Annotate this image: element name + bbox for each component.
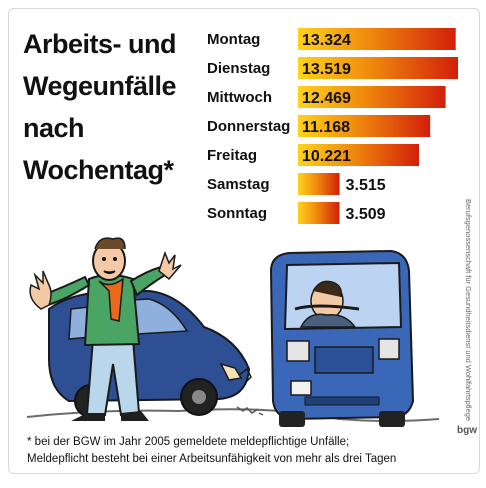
- publisher-credit: Berufsgenossenschaft für Gesundheitsdien…: [461, 199, 475, 424]
- bar-chart: Montag 13.324 Dienstag 13.519 Mittwoch 12.469…: [207, 28, 458, 224]
- bar-group: Montag 13.324 Dienstag 13.519 Mittwoch 12.469…: [207, 28, 458, 224]
- bar: [298, 173, 340, 195]
- bar: [298, 28, 456, 50]
- chart-title-line-2: Wegeunfälle: [23, 71, 177, 101]
- data-label: 3.515: [346, 177, 386, 194]
- truck-illustration: [269, 249, 415, 427]
- category-label: Freitag: [207, 147, 257, 164]
- footnote-line-1: * bei der BGW im Jahr 2005 gemeldete mel…: [27, 436, 350, 448]
- car-illustration: [48, 289, 252, 418]
- data-label: 13.324: [302, 32, 351, 49]
- data-label: 3.509: [346, 206, 386, 223]
- chart-title: Arbeits- und Wegeunfälle nach Wochentag*: [23, 23, 203, 191]
- category-label: Sonntag: [207, 205, 267, 222]
- chart-title-line-3: nach: [23, 113, 85, 143]
- category-label: Samstag: [207, 176, 270, 193]
- man-illustration: [29, 237, 182, 421]
- bar: [298, 57, 458, 79]
- bar: [298, 144, 419, 166]
- data-label: 13.519: [302, 61, 351, 78]
- footnote: * bei der BGW im Jahr 2005 gemeldete mel…: [27, 434, 447, 468]
- category-label: Mittwoch: [207, 89, 272, 106]
- accident-illustration: [26, 237, 440, 427]
- publisher-credit-text: Berufsgenossenschaft für Gesundheitsdien…: [464, 199, 473, 422]
- category-label: Dienstag: [207, 60, 270, 77]
- footnote-line-2: Meldepflicht besteht bei einer Arbeitsun…: [27, 453, 397, 465]
- bar: [298, 86, 446, 108]
- chart-title-line-4: Wochentag*: [23, 155, 174, 185]
- bar: [298, 115, 431, 137]
- data-label: 10.221: [302, 148, 351, 165]
- category-label: Montag: [207, 31, 260, 48]
- data-label: 12.469: [302, 90, 351, 107]
- category-label: Donnerstag: [207, 118, 290, 135]
- road-debris: [236, 406, 264, 416]
- infographic-frame: Arbeits- und Wegeunfälle nach Wochentag*…: [8, 8, 480, 474]
- bar: [298, 202, 340, 224]
- chart-title-line-1: Arbeits- und: [23, 29, 177, 59]
- bgw-logo: bgw: [457, 425, 477, 436]
- data-label: 11.168: [302, 119, 350, 136]
